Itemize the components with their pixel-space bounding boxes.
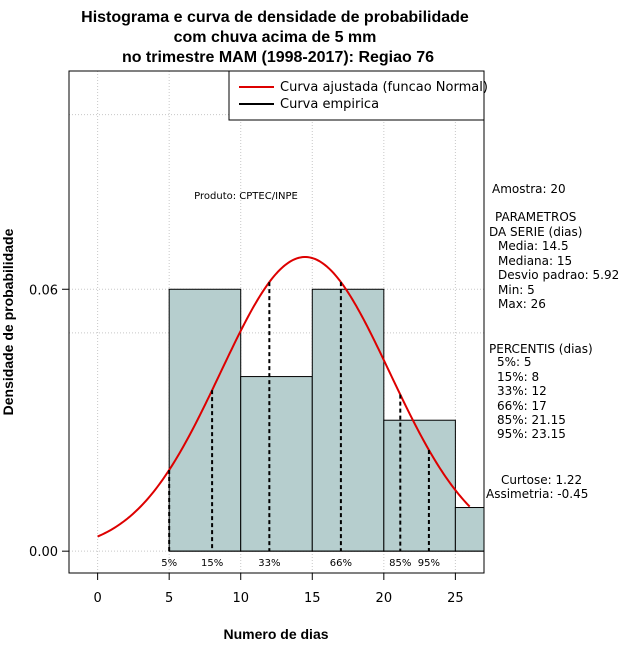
chart-title: Histograma e curva de densidade de proba… [81, 9, 469, 66]
percentile-label-5: 95% [418, 558, 440, 569]
params-subtitle: DA SERIE (dias) [489, 225, 582, 239]
title-line-2: com chuva acima de 5 mm [174, 29, 377, 46]
param-mediana: Mediana: 15 [498, 254, 572, 268]
assimetria: Assimetria: -0.45 [486, 487, 588, 501]
normal-fit-curve [97, 256, 471, 538]
param-media: Media: 14.5 [498, 239, 569, 253]
percentil-95: 95%: 23.15 [497, 427, 566, 441]
percentile-label-3: 66% [330, 558, 352, 569]
percentile-label-0: 5% [161, 558, 177, 569]
sample-size: Amostra: 20 [492, 182, 566, 196]
histogram-bar-1 [240, 376, 313, 552]
curtose: Curtose: 1.22 [501, 473, 582, 487]
x-tick-label-4: 20 [376, 591, 393, 606]
product-annotation: Produto: CPTEC/INPE [194, 191, 298, 202]
title-line-3: no trimestre MAM (1998-2017): Regiao 76 [122, 49, 434, 66]
percentil-15: 15%: 8 [497, 370, 539, 384]
title-line-1: Histograma e curva de densidade de proba… [81, 9, 469, 26]
params-title: PARAMETROS [495, 210, 576, 224]
param-max: Max: 26 [498, 297, 546, 311]
x-tick-label-1: 5 [165, 591, 173, 606]
percentil-33: 33%: 12 [497, 384, 547, 398]
x-tick-label-2: 10 [232, 591, 249, 606]
percentile-label-2: 33% [258, 558, 280, 569]
histogram-bar-2 [311, 288, 385, 552]
legend-label-fit: Curva ajustada (funcao Normal) [280, 80, 488, 95]
y-tick-label-0: 0.00 [29, 545, 58, 560]
percentil-5: 5%: 5 [497, 355, 532, 369]
statistics-panel: Amostra: 20 PARAMETROS DA SERIE (dias) M… [486, 182, 619, 501]
histogram-bar-3 [383, 419, 456, 552]
x-tick-label-0: 0 [93, 591, 101, 606]
param-desvio: Desvio padrao: 5.92 [498, 268, 619, 282]
percentil-85: 85%: 21.15 [497, 413, 566, 427]
histogram-bar-4 [454, 507, 485, 552]
percentile-label-1: 15% [201, 558, 223, 569]
y-tick-label-1: 0.06 [29, 283, 58, 298]
y-axis-title: Densidade de probabilidade [0, 228, 16, 415]
histogram-bar-0 [168, 288, 242, 552]
plot-area [69, 71, 485, 573]
x-axis-title: Numero de dias [223, 626, 328, 642]
x-tick-label-5: 25 [447, 591, 464, 606]
legend: Curva ajustada (funcao Normal) Curva emp… [228, 70, 488, 121]
x-tick-label-3: 15 [304, 591, 321, 606]
param-min: Min: 5 [498, 283, 535, 297]
legend-box [228, 70, 485, 121]
percentile-label-4: 85% [389, 558, 411, 569]
percentis-title: PERCENTIS (dias) [489, 342, 593, 356]
legend-label-empirical: Curva empirica [280, 97, 379, 112]
percentil-66: 66%: 17 [497, 399, 547, 413]
